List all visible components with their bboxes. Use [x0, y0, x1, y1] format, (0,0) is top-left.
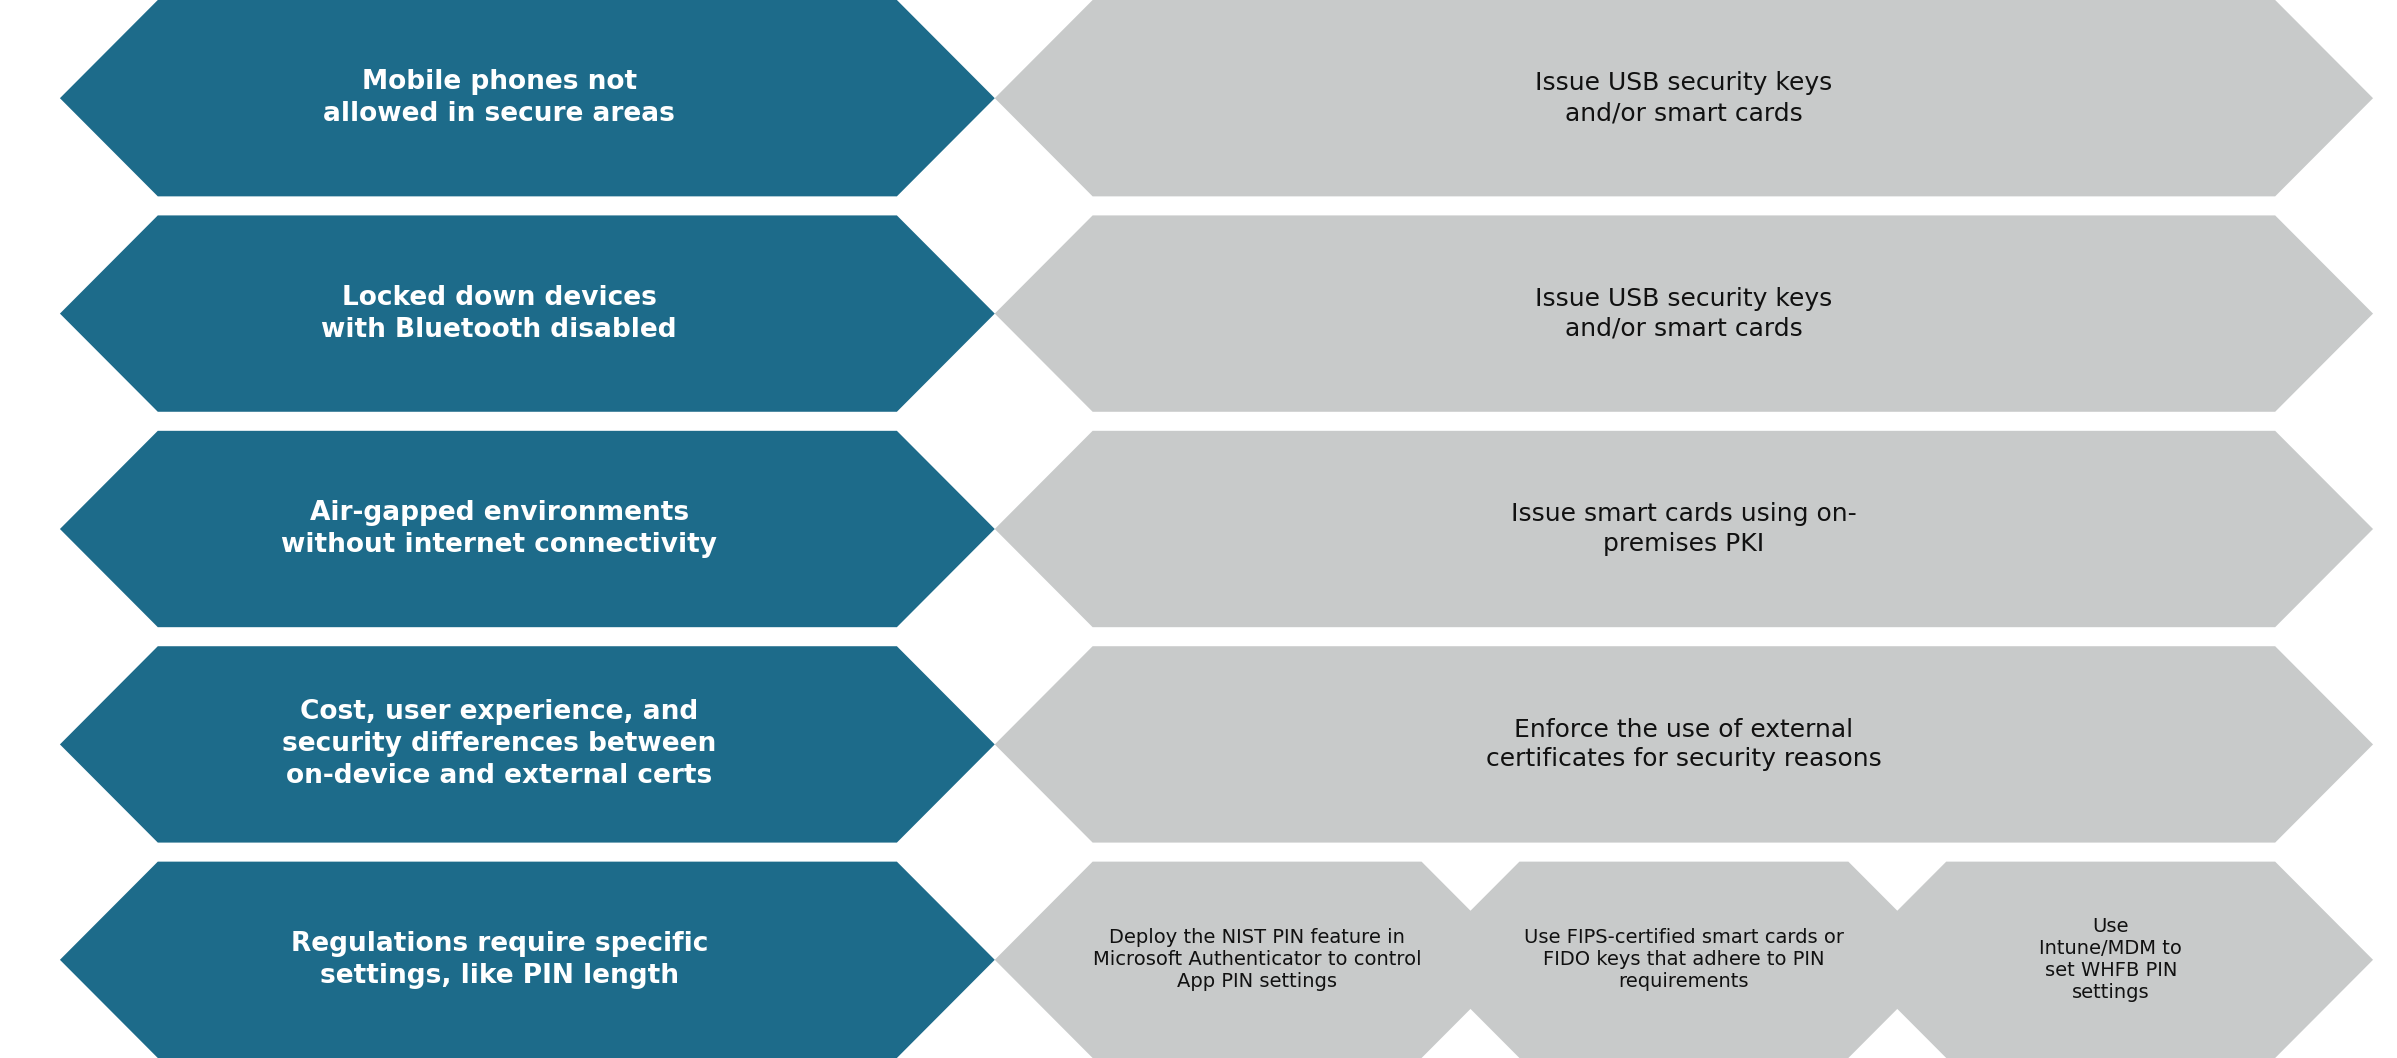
Polygon shape: [995, 646, 2373, 842]
Text: Issue USB security keys
and/or smart cards: Issue USB security keys and/or smart car…: [1534, 287, 1834, 341]
Text: Issue smart cards using on-
premises PKI: Issue smart cards using on- premises PKI: [1510, 503, 1858, 555]
Polygon shape: [60, 431, 995, 627]
Polygon shape: [995, 0, 2373, 197]
Polygon shape: [60, 0, 995, 197]
Polygon shape: [60, 646, 995, 842]
Text: Mobile phones not
allowed in secure areas: Mobile phones not allowed in secure area…: [324, 69, 676, 127]
Polygon shape: [995, 431, 2373, 627]
Text: Regulations require specific
settings, like PIN length: Regulations require specific settings, l…: [290, 931, 707, 989]
Polygon shape: [60, 861, 995, 1058]
Polygon shape: [1848, 861, 2373, 1058]
Polygon shape: [995, 861, 1520, 1058]
Text: Enforce the use of external
certificates for security reasons: Enforce the use of external certificates…: [1486, 717, 1882, 771]
Polygon shape: [60, 216, 995, 412]
Text: Use FIPS-certified smart cards or
FIDO keys that adhere to PIN
requirements: Use FIPS-certified smart cards or FIDO k…: [1524, 928, 1843, 991]
Polygon shape: [1421, 861, 1946, 1058]
Text: Use
Intune/MDM to
set WHFB PIN
settings: Use Intune/MDM to set WHFB PIN settings: [2040, 917, 2181, 1002]
Text: Deploy the NIST PIN feature in
Microsoft Authenticator to control
App PIN settin: Deploy the NIST PIN feature in Microsoft…: [1093, 928, 1421, 991]
Polygon shape: [995, 216, 2373, 412]
Text: Air-gapped environments
without internet connectivity: Air-gapped environments without internet…: [280, 500, 717, 558]
Text: Issue USB security keys
and/or smart cards: Issue USB security keys and/or smart car…: [1534, 71, 1834, 125]
Text: Locked down devices
with Bluetooth disabled: Locked down devices with Bluetooth disab…: [321, 285, 676, 343]
Text: Cost, user experience, and
security differences between
on-device and external c: Cost, user experience, and security diff…: [283, 699, 717, 789]
